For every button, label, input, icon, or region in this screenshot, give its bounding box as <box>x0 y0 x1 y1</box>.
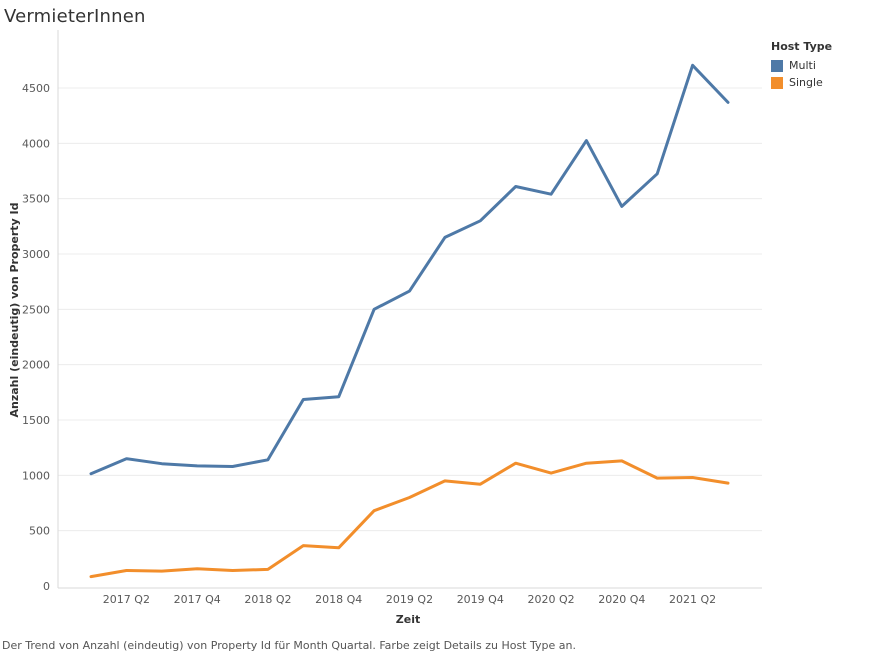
legend-swatch-multi <box>771 59 783 72</box>
legend: Host Type Multi Single <box>771 40 832 91</box>
x-tick-label: 2018 Q2 <box>244 593 291 606</box>
y-tick-label: 3000 <box>22 248 50 261</box>
x-tick-label: 2018 Q4 <box>315 593 362 606</box>
y-tick-label: 0 <box>43 580 50 593</box>
series-line-single <box>89 459 730 579</box>
legend-swatch-single <box>771 76 783 89</box>
x-axis-title: Zeit <box>396 613 420 626</box>
x-tick-label: 2019 Q4 <box>457 593 504 606</box>
legend-label-single: Single <box>789 76 823 89</box>
y-tick-label: 1500 <box>22 414 50 427</box>
y-tick-label: 3500 <box>22 193 50 206</box>
chart-caption: Der Trend von Anzahl (eindeutig) von Pro… <box>2 639 576 652</box>
x-tick-label: 2020 Q4 <box>598 593 645 606</box>
x-tick-label: 2019 Q2 <box>386 593 433 606</box>
x-tick-label: 2017 Q4 <box>174 593 221 606</box>
series-line-multi <box>89 63 730 476</box>
legend-title: Host Type <box>771 40 833 53</box>
y-axis-title: Anzahl (eindeutig) von Property Id <box>8 202 21 417</box>
y-tick-label: 2000 <box>22 359 50 372</box>
y-tick-label: 2500 <box>22 303 50 316</box>
x-tick-label: 2017 Q2 <box>103 593 150 606</box>
x-tick-label: 2020 Q2 <box>527 593 574 606</box>
legend-item-multi[interactable]: Multi <box>771 57 832 74</box>
legend-item-single[interactable]: Single <box>771 74 832 91</box>
x-tick-label: 2021 Q2 <box>669 593 716 606</box>
y-tick-label: 4000 <box>22 137 50 150</box>
chart-title: VermieterInnen <box>4 6 146 27</box>
y-tick-label: 1000 <box>22 469 50 482</box>
legend-label-multi: Multi <box>789 59 816 72</box>
y-tick-label: 500 <box>29 525 50 538</box>
y-tick-label: 4500 <box>22 82 50 95</box>
